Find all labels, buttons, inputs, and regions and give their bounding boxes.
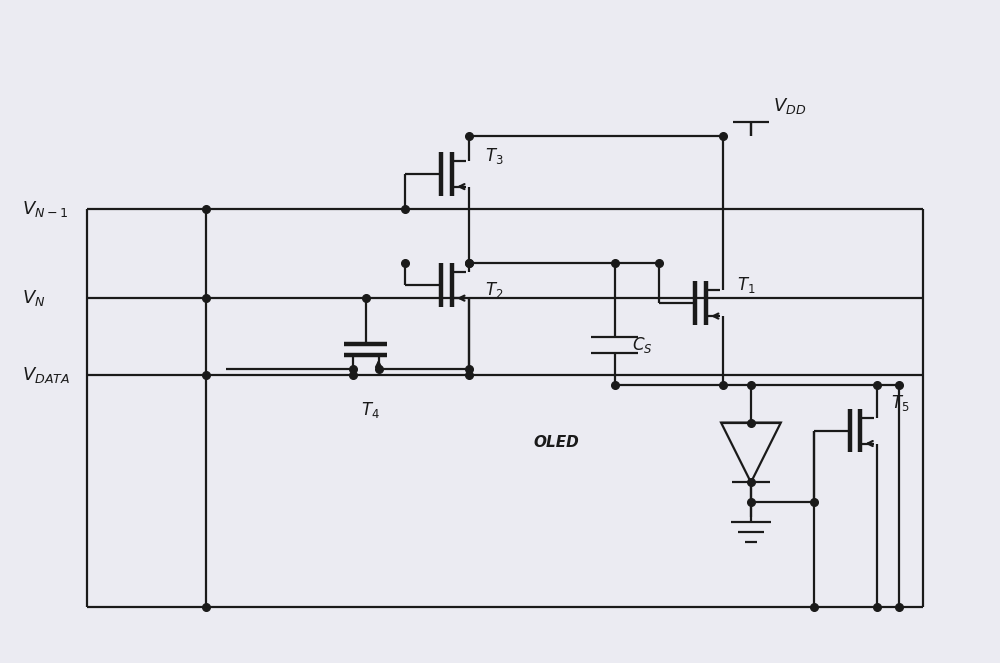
Text: $V_{N-1}$: $V_{N-1}$ [22,198,68,219]
Text: $T_3$: $T_3$ [485,146,504,166]
Text: $V_{N}$: $V_{N}$ [22,288,45,308]
Text: $T_4$: $T_4$ [361,400,379,420]
Text: OLED: OLED [534,435,580,450]
Text: $C_S$: $C_S$ [632,335,653,355]
Text: $T_2$: $T_2$ [485,280,503,300]
Text: $V_{DD}$: $V_{DD}$ [773,96,806,116]
Text: $T_1$: $T_1$ [737,275,756,295]
Text: $T_5$: $T_5$ [891,392,910,412]
Text: $V_{DATA}$: $V_{DATA}$ [22,365,70,385]
